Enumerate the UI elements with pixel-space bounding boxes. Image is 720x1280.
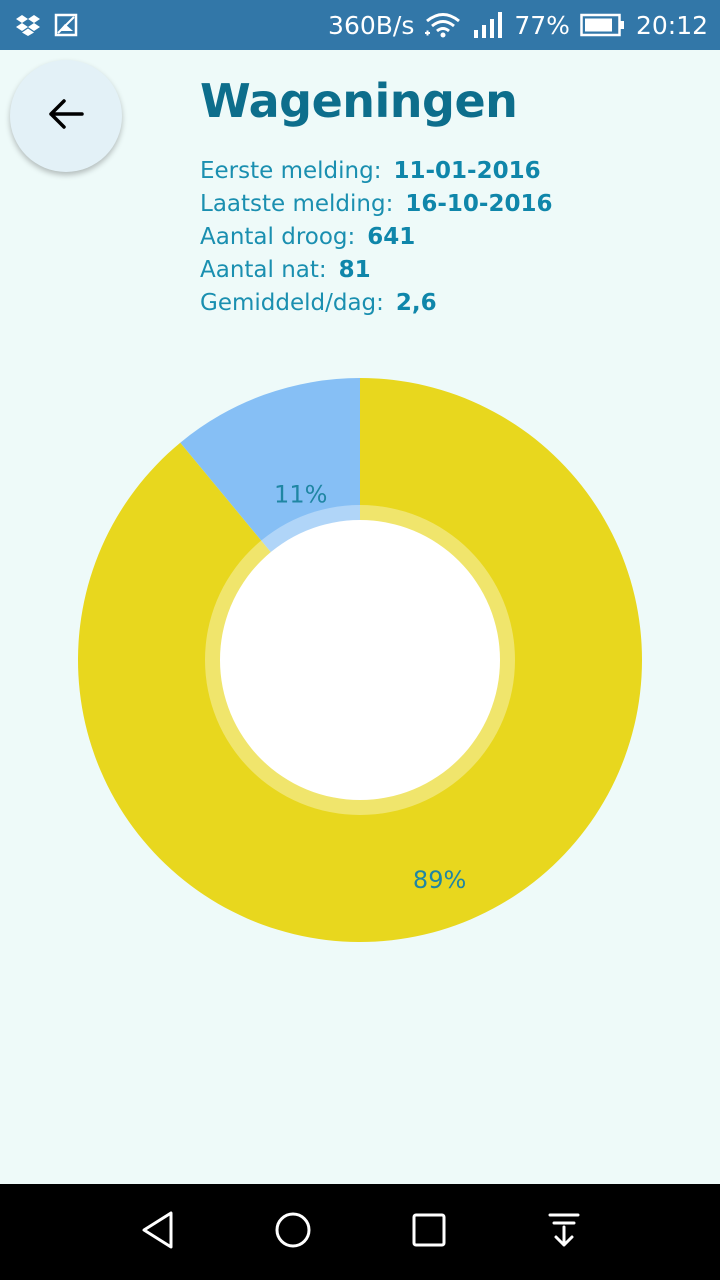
network-speed: 360B/s	[328, 10, 415, 40]
page-title: Wageningen	[200, 74, 518, 128]
notification-pull-icon	[546, 1211, 582, 1254]
stat-label: Aantal droog:	[200, 224, 356, 250]
battery-percent: 77%	[514, 10, 570, 40]
stat-last-report: Laatste melding: 16-10-2016	[200, 191, 552, 224]
stat-value: 16-10-2016	[405, 191, 553, 217]
back-button[interactable]	[10, 60, 122, 172]
signal-icon	[472, 12, 504, 38]
battery-icon	[580, 13, 626, 37]
arrow-left-icon	[48, 98, 84, 135]
stat-value: 11-01-2016	[393, 158, 541, 184]
home-circle-icon	[273, 1210, 313, 1255]
nav-back-button[interactable]	[128, 1202, 188, 1262]
stat-label: Eerste melding:	[200, 158, 382, 184]
stat-count-wet: Aantal nat: 81	[200, 257, 552, 290]
stat-value: 81	[338, 257, 371, 283]
donut-hole	[220, 520, 500, 800]
dropbox-icon	[16, 14, 40, 36]
stat-count-dry: Aantal droog: 641	[200, 224, 552, 257]
nav-home-button[interactable]	[263, 1202, 323, 1262]
clock: 20:12	[635, 10, 708, 40]
nav-notifications-button[interactable]	[534, 1202, 594, 1262]
wifi-icon	[424, 12, 462, 38]
stat-value: 641	[367, 224, 416, 250]
navigation-bar	[0, 1184, 720, 1280]
back-triangle-icon	[140, 1210, 176, 1255]
stat-average-per-day: Gemiddeld/dag: 2,6	[200, 290, 552, 323]
recents-square-icon	[411, 1212, 447, 1253]
stat-label: Aantal nat:	[200, 257, 327, 283]
donut-chart[interactable]: 11% 89%	[70, 370, 650, 950]
stat-first-report: Eerste melding: 11-01-2016	[200, 158, 552, 191]
stat-label: Laatste melding:	[200, 191, 394, 217]
status-bar: 360B/s 77% 20:12	[0, 0, 720, 50]
stats-list: Eerste melding: 11-01-2016 Laatste meldin…	[200, 158, 552, 323]
slice-label: 11%	[274, 480, 327, 508]
gallery-icon	[54, 13, 78, 37]
slice-label: 89%	[413, 866, 466, 894]
stat-label: Gemiddeld/dag:	[200, 290, 384, 316]
stat-value: 2,6	[395, 290, 437, 316]
nav-recents-button[interactable]	[399, 1202, 459, 1262]
